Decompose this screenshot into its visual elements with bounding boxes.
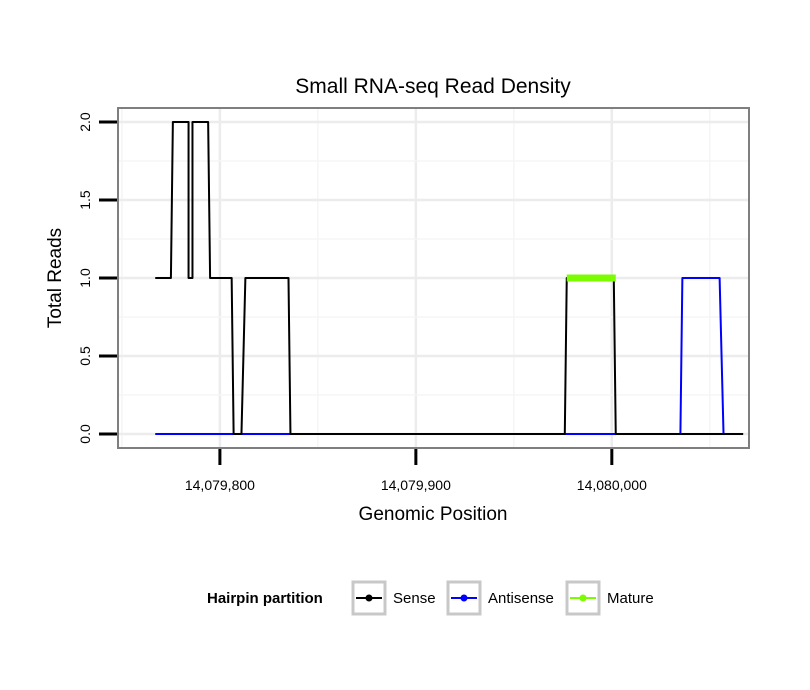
legend-item-antisense: Antisense — [446, 580, 554, 616]
legend-item-sense: Sense — [351, 580, 436, 616]
series-layer — [155, 121, 744, 435]
y-tick-label-4: 2.0 — [77, 112, 93, 132]
y-axis: 0.0 0.5 1.0 1.5 2.0 — [77, 112, 117, 444]
y-axis-title: Total Reads — [45, 228, 66, 328]
legend-dot-antisense — [460, 594, 468, 602]
legend-label-antisense: Antisense — [488, 590, 554, 607]
series-sense-line — [155, 121, 744, 435]
y-tick-label-3: 1.5 — [77, 190, 93, 210]
legend-dot-sense — [365, 594, 373, 602]
x-tick-label-0: 14,079,800 — [185, 477, 255, 493]
x-tick-label-2: 14,080,000 — [577, 477, 647, 493]
plot-border — [117, 107, 750, 449]
legend-item-mature: Mature — [565, 580, 654, 616]
legend-dot-mature — [579, 594, 587, 602]
legend: Hairpin partition Sense Antisense Mature — [207, 580, 654, 616]
legend-label-sense: Sense — [393, 590, 436, 607]
y-tick-label-2: 1.0 — [77, 268, 93, 288]
x-tick-label-1: 14,079,900 — [381, 477, 451, 493]
legend-title: Hairpin partition — [207, 590, 323, 607]
grid — [118, 108, 749, 448]
y-tick-label-1: 0.5 — [77, 346, 93, 366]
chart-title: Small RNA-seq Read Density — [295, 75, 571, 98]
x-axis: 14,079,800 14,079,900 14,080,000 — [185, 449, 647, 493]
x-axis-title: Genomic Position — [359, 504, 508, 525]
legend-label-mature: Mature — [607, 590, 654, 607]
y-tick-label-0: 0.0 — [77, 424, 93, 444]
